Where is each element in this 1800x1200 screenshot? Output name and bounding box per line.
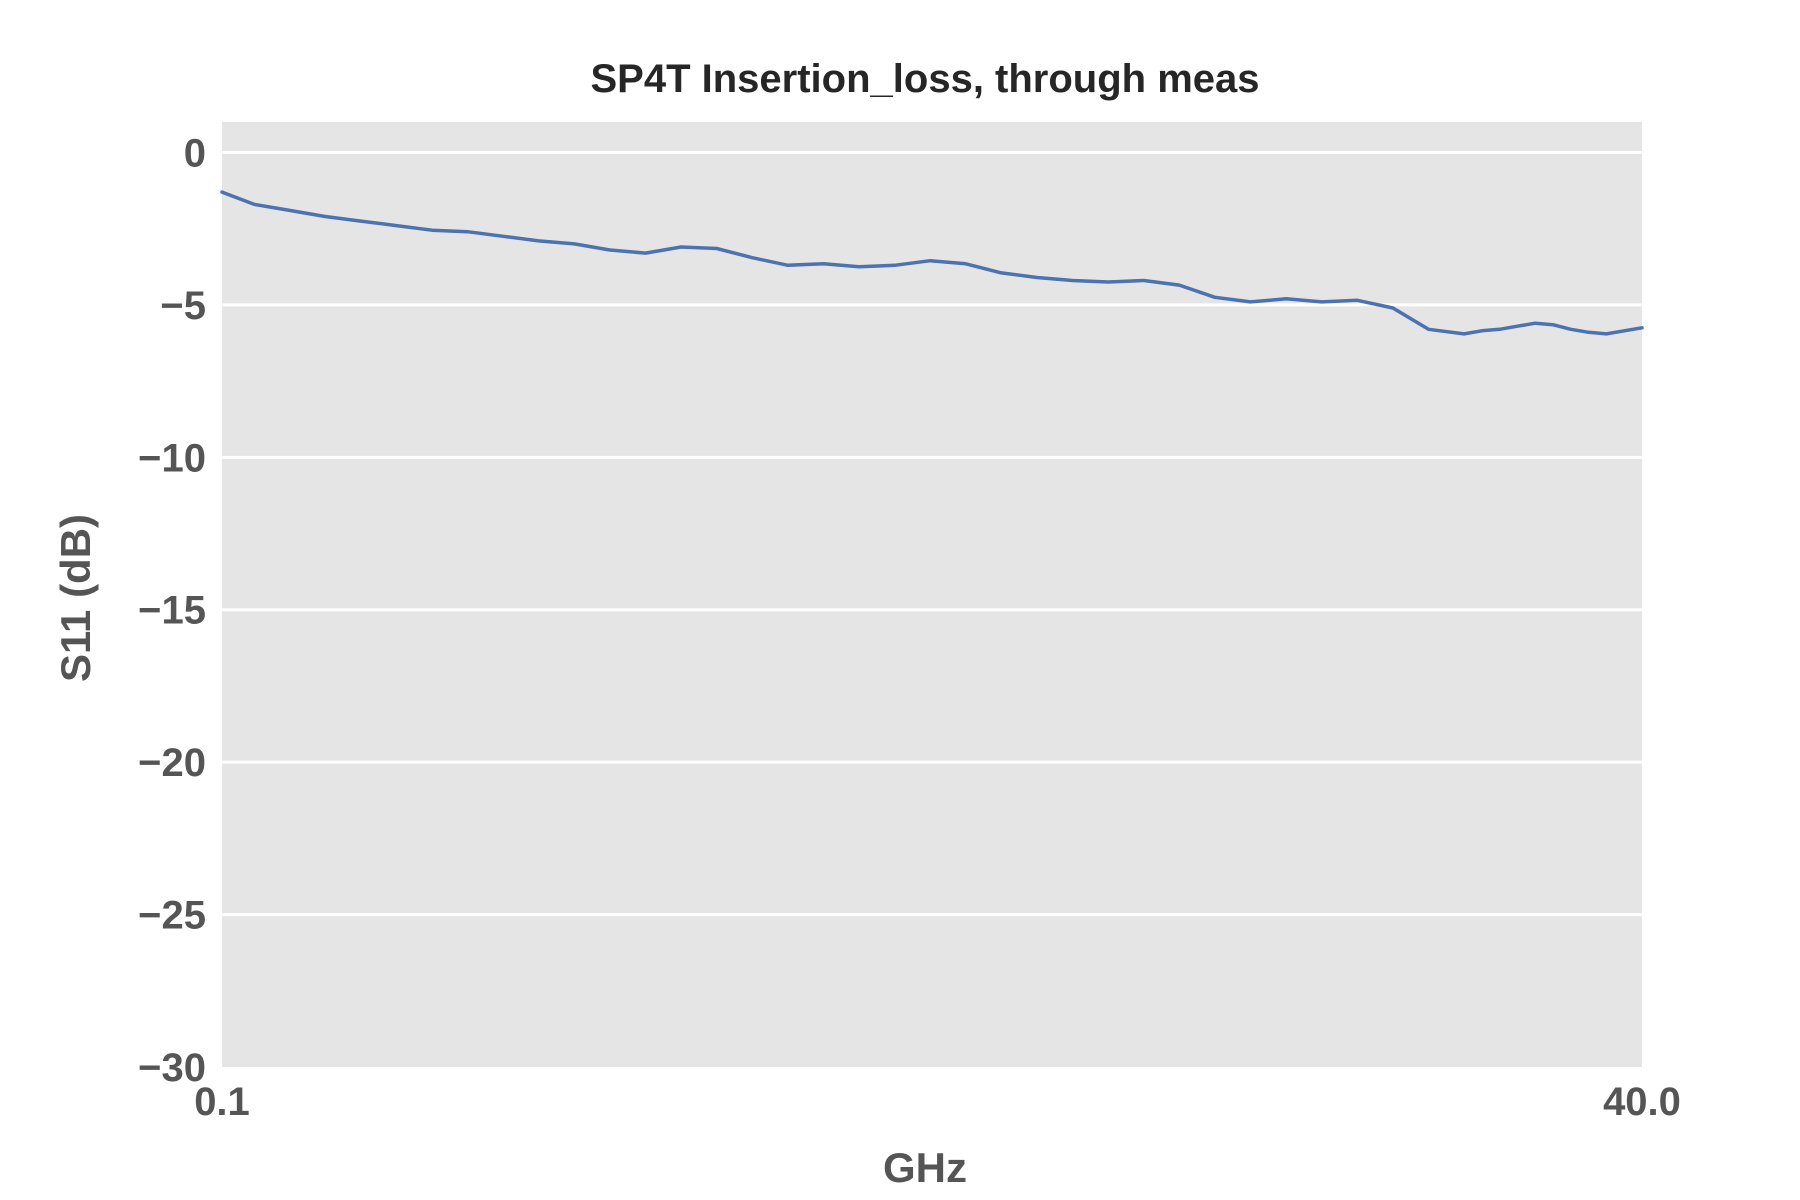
y-tick-label: −25 — [138, 894, 206, 938]
x-tick-label: 0.1 — [194, 1080, 250, 1124]
y-tick-label: −5 — [160, 284, 206, 328]
y-axis-ticks: 0 −5 −10 −15 −20 −25 −30 — [138, 131, 206, 1090]
y-tick-label: −15 — [138, 589, 206, 633]
chart-title: SP4T Insertion_loss, through meas — [590, 57, 1259, 101]
series-line — [220, 190, 1644, 336]
y-tick-label: 0 — [184, 131, 206, 175]
y-tick-label: −20 — [138, 741, 206, 785]
series-group — [220, 190, 1644, 336]
gridlines — [222, 150, 1642, 917]
x-axis-label: GHz — [883, 1144, 967, 1191]
x-axis-ticks: 0.1 40.0 — [194, 1080, 1681, 1124]
y-axis-label: S11 (dB) — [52, 514, 99, 682]
y-tick-label: −30 — [138, 1046, 206, 1090]
y-tick-label: −10 — [138, 436, 206, 480]
x-tick-label: 40.0 — [1603, 1080, 1681, 1124]
plot-area — [222, 122, 1642, 1067]
